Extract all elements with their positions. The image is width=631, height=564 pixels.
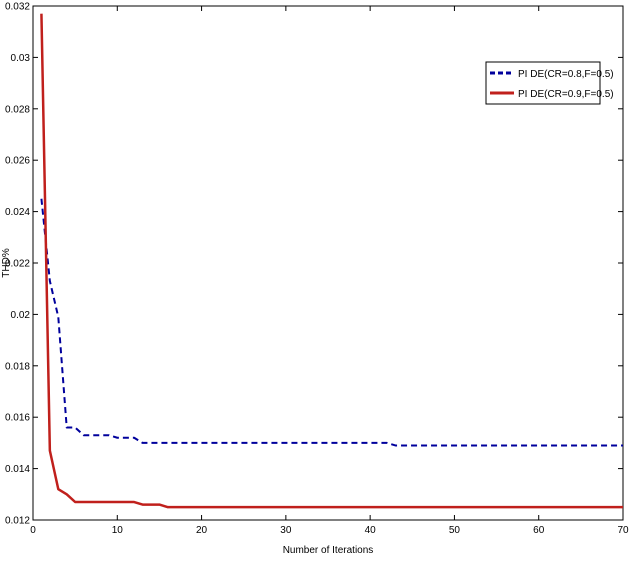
y-tick-label-4: 0.02 bbox=[11, 310, 31, 321]
y-tick-label-1: 0.014 bbox=[5, 464, 30, 475]
x-tick-label-3: 30 bbox=[280, 525, 292, 536]
x-axis-label: Number of Iterations bbox=[283, 545, 374, 556]
legend-box bbox=[485, 61, 601, 105]
x-tick-label-6: 60 bbox=[533, 525, 545, 536]
y-tick-label-8: 0.028 bbox=[5, 104, 30, 115]
series-line-2 bbox=[40, 13, 623, 509]
tick-labels: 0 10 20 30 40 50 60 70 0.012 0.014 0.016 0.018 0.02 0… bbox=[5, 2, 629, 537]
series-layer bbox=[40, 13, 623, 509]
series-line-1 bbox=[40, 198, 623, 447]
y-tick-label-10: 0.032 bbox=[5, 2, 30, 13]
x-tick-label-0: 0 bbox=[30, 525, 36, 536]
legend: PI DE(CR=0.8,F=0.5) PI DE(CR=0.9,F=0.5) bbox=[485, 61, 614, 105]
y-tick-label-6: 0.024 bbox=[5, 207, 30, 218]
y-tick-label-7: 0.026 bbox=[5, 156, 30, 167]
legend-label-series-2: PI DE(CR=0.9,F=0.5) bbox=[518, 89, 614, 100]
y-tick-label-2: 0.016 bbox=[5, 413, 30, 424]
y-tick-label-3: 0.018 bbox=[5, 361, 30, 372]
axis-ticks bbox=[32, 5, 624, 521]
x-tick-label-1: 10 bbox=[112, 525, 124, 536]
y-tick-label-9: 0.03 bbox=[11, 53, 31, 64]
y-tick-label-0: 0.012 bbox=[5, 516, 30, 527]
x-tick-label-7: 70 bbox=[617, 525, 629, 536]
x-tick-label-5: 50 bbox=[449, 525, 461, 536]
x-tick-label-2: 20 bbox=[196, 525, 208, 536]
x-tick-label-4: 40 bbox=[365, 525, 377, 536]
legend-label-series-1: PI DE(CR=0.8,F=0.5) bbox=[518, 69, 614, 80]
y-axis-label: THD% bbox=[1, 248, 12, 278]
y-tick-label-5: 0.022 bbox=[5, 259, 30, 270]
